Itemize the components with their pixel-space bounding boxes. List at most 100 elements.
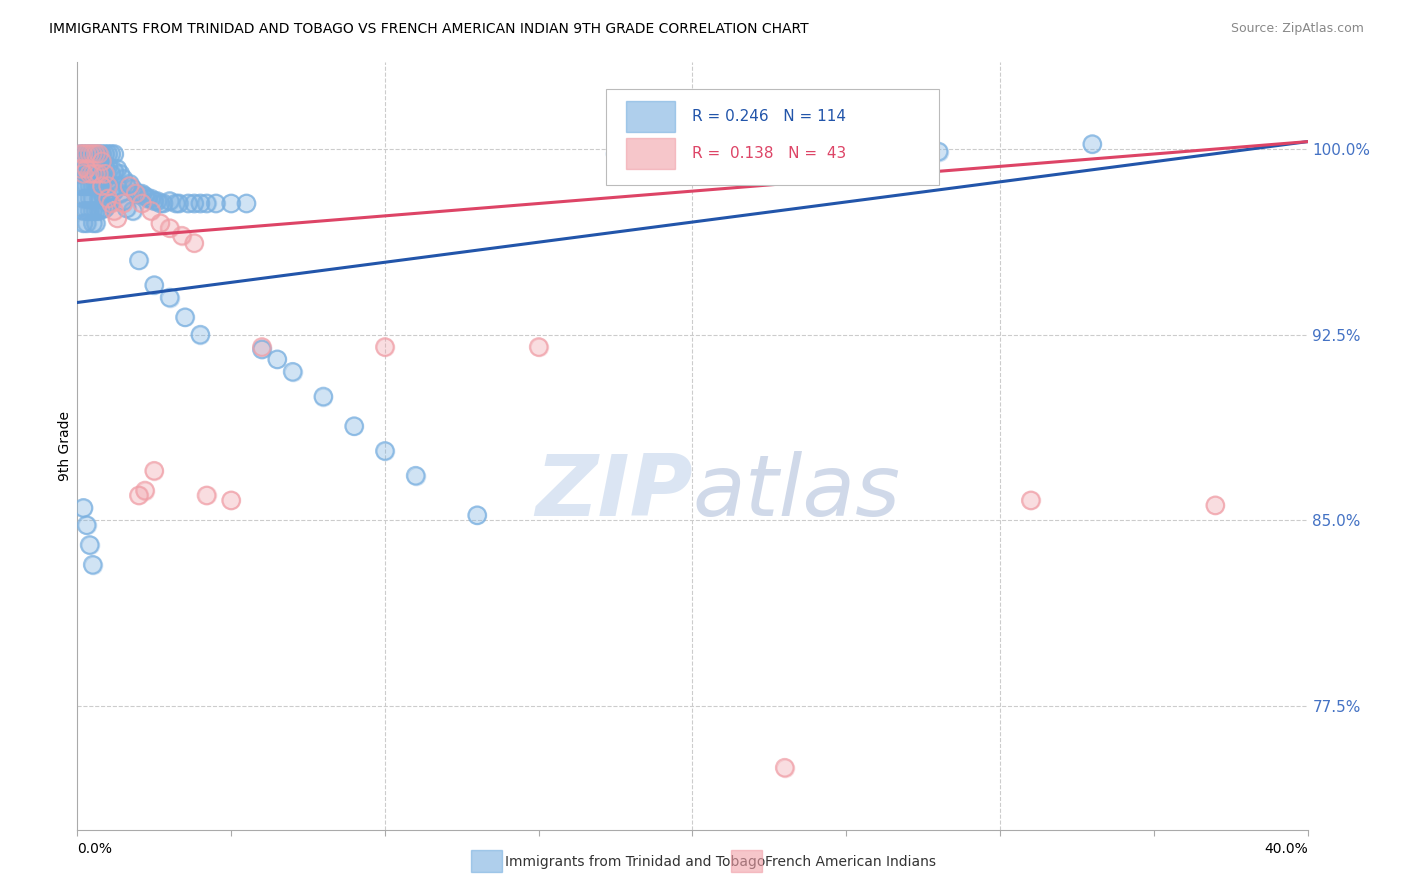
Point [82, 192, 104, 206]
Point [219, 196, 242, 211]
Point [76, 216, 98, 230]
Point [128, 253, 150, 268]
Point [188, 327, 212, 342]
Point [405, 468, 427, 483]
Point [79, 192, 101, 206]
Point [72, 167, 94, 181]
Point [121, 181, 143, 195]
Point [146, 194, 169, 208]
Point [84, 167, 107, 181]
Point [110, 167, 132, 181]
Point [87, 167, 110, 181]
Point [94, 167, 117, 181]
Point [149, 216, 172, 230]
Point [97, 179, 120, 194]
Point [773, 761, 796, 775]
Point [84, 147, 107, 161]
Point [97, 196, 120, 211]
Point [76, 167, 98, 181]
Point [72, 167, 94, 181]
Point [112, 196, 135, 211]
Point [143, 194, 166, 208]
Point [72, 500, 94, 515]
Point [170, 228, 193, 243]
Point [250, 340, 273, 354]
Point [125, 186, 148, 201]
Point [159, 194, 181, 208]
Point [94, 202, 117, 216]
Point [72, 203, 94, 218]
Point [97, 179, 120, 194]
Point [143, 464, 166, 478]
Point [103, 164, 125, 178]
Point [149, 216, 172, 230]
Point [82, 147, 104, 161]
Point [281, 365, 304, 379]
Point [266, 352, 288, 367]
Point [343, 419, 366, 434]
Point [103, 203, 125, 218]
Point [97, 160, 120, 174]
Text: ZIP: ZIP [534, 450, 693, 533]
Point [134, 189, 156, 203]
Point [235, 196, 257, 211]
Point [72, 167, 94, 181]
Point [281, 365, 304, 379]
Point [79, 154, 101, 169]
Point [128, 488, 150, 502]
Point [143, 194, 166, 208]
Point [72, 147, 94, 161]
Point [128, 253, 150, 268]
Point [97, 179, 120, 194]
Point [76, 203, 98, 218]
Point [115, 179, 138, 194]
Point [115, 202, 138, 216]
Point [250, 343, 273, 357]
Point [82, 147, 104, 161]
Point [118, 179, 141, 194]
Point [76, 167, 98, 181]
Point [82, 167, 104, 181]
Point [76, 179, 98, 194]
Point [87, 167, 110, 181]
Point [100, 196, 122, 211]
Point [195, 488, 218, 502]
Point [72, 147, 94, 161]
Point [204, 196, 226, 211]
Point [131, 196, 153, 211]
Point [82, 558, 104, 572]
Point [84, 216, 107, 230]
Point [84, 179, 107, 194]
Point [195, 196, 218, 211]
Point [152, 196, 174, 211]
Text: R = 0.246   N = 114: R = 0.246 N = 114 [693, 109, 846, 124]
Point [90, 160, 114, 174]
Point [112, 194, 135, 208]
Point [82, 154, 104, 169]
Point [84, 179, 107, 194]
Point [374, 444, 396, 458]
Point [312, 390, 335, 404]
Point [250, 340, 273, 354]
Point [125, 186, 148, 201]
Point [177, 196, 200, 211]
Point [118, 177, 141, 191]
Point [103, 184, 125, 198]
Point [79, 203, 101, 218]
Point [72, 216, 94, 230]
Point [100, 147, 122, 161]
Point [76, 147, 98, 161]
Point [100, 167, 122, 181]
Point [90, 154, 114, 169]
Point [87, 179, 110, 194]
Point [84, 216, 107, 230]
Point [90, 147, 114, 161]
Point [219, 196, 242, 211]
Point [136, 192, 159, 206]
Point [76, 161, 98, 176]
Point [183, 236, 205, 251]
Point [72, 147, 94, 161]
Point [97, 147, 120, 161]
Point [195, 488, 218, 502]
Point [72, 167, 94, 181]
